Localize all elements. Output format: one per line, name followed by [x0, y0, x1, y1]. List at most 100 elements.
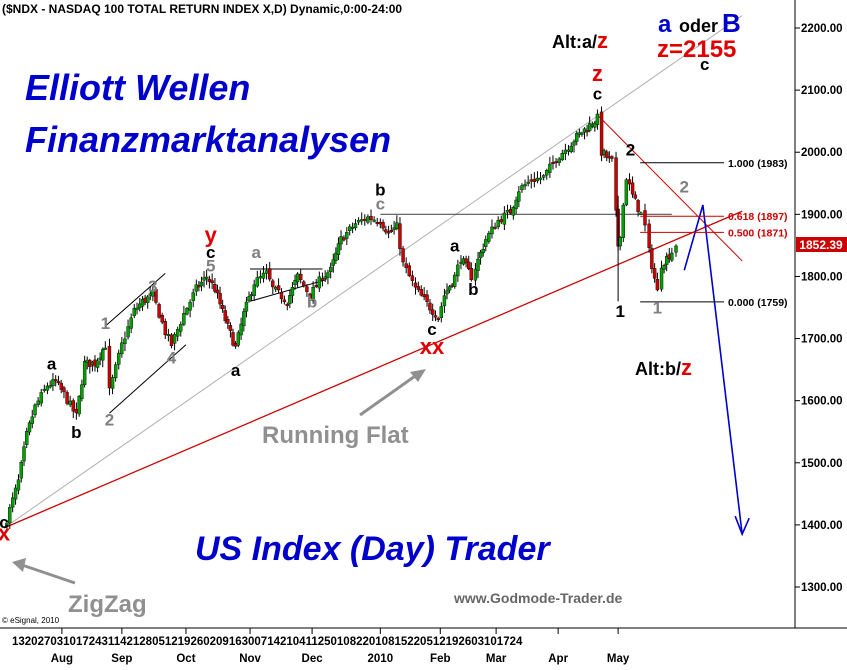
month-label: Apr [548, 653, 568, 665]
forecast-arrowhead [734, 515, 750, 537]
footer-title: US Index (Day) Trader [195, 530, 551, 568]
candle-body [213, 284, 217, 292]
candle-body [166, 334, 171, 336]
candle-body [478, 251, 483, 259]
last-price-tag-bg [796, 237, 847, 252]
candle-body [336, 243, 341, 255]
candle-body [25, 431, 29, 445]
headline-line1: Elliott Wellen [25, 67, 250, 108]
candle-body [493, 226, 497, 229]
candle-body [599, 111, 604, 156]
wave-label: 4 [167, 348, 177, 367]
candle-body [398, 223, 402, 250]
candle-body [436, 318, 440, 321]
candle-body [360, 219, 364, 222]
candle-body [5, 522, 9, 527]
candle-body [302, 281, 306, 287]
copyright: © eSignal, 2010 [2, 616, 60, 625]
candle-body [490, 226, 494, 235]
alt-bottom-label: Alt:b/z [635, 355, 692, 380]
candle-body [487, 232, 491, 242]
candle-body [523, 184, 527, 187]
channel-upper [104, 272, 166, 327]
candle-body [342, 237, 346, 241]
candle-body [445, 290, 449, 295]
last-price-tag: 1852.39 [799, 238, 843, 252]
candle-body [334, 252, 338, 261]
candle-body [464, 258, 468, 264]
candle-body [554, 161, 558, 164]
candle-body [10, 497, 15, 508]
candle-body [624, 179, 629, 206]
candle-body [350, 226, 355, 229]
fibonacci-levels: 1.000 (1983) 0.618 (1897) 0.500 (1871) 0.00… [640, 158, 788, 309]
candle-body [605, 151, 609, 158]
candle-body [392, 227, 396, 230]
month-label: Dec [302, 653, 324, 665]
candle-body [502, 212, 507, 225]
candle-body [74, 408, 79, 414]
candle-body [413, 282, 418, 288]
month-label: Sep [111, 653, 132, 665]
candle-body [643, 210, 647, 226]
annotation-lines [3, 15, 743, 529]
candle-body [407, 265, 411, 276]
candle-body [328, 266, 333, 272]
candle-body [45, 385, 50, 391]
candle-body [664, 256, 669, 265]
candle-body [247, 296, 251, 302]
candle-body [384, 229, 388, 233]
candle-body [560, 153, 564, 161]
candle-body [526, 181, 530, 184]
candle-body [215, 289, 220, 294]
candle-body [231, 332, 235, 346]
candle-body [520, 185, 524, 191]
wave-label: xx [420, 334, 445, 359]
candle-body [19, 462, 23, 479]
candle-body [299, 273, 303, 281]
candle-body [389, 230, 394, 232]
candle-body [140, 298, 145, 307]
candle-body [320, 278, 325, 281]
zigzag-label: ZigZag [68, 591, 147, 618]
date-axis: Aug Sep Oct Nov Dec 2010 Feb Mar Apr May [51, 628, 630, 665]
wave-label: x [0, 520, 11, 545]
candle-body [95, 360, 100, 368]
candle-body [110, 377, 115, 389]
candle-body [345, 232, 349, 239]
month-label: Oct [176, 653, 195, 665]
candle-body [363, 218, 367, 221]
candle-body [326, 272, 330, 278]
candle-body [425, 294, 429, 302]
candle-body [255, 277, 259, 287]
candle-body [273, 287, 278, 290]
candle-body [508, 209, 513, 214]
wave-label: y [205, 222, 218, 247]
wave-label: b [307, 293, 317, 312]
candle-body [271, 280, 275, 288]
price-tick-label: 1900.00 [801, 209, 843, 221]
candle-body [276, 285, 281, 291]
candle-body [386, 231, 391, 234]
candle-body [311, 287, 315, 301]
candle-body [453, 274, 457, 287]
candle-body [618, 236, 622, 247]
website-label: www.Godmode-Trader.de [453, 590, 623, 606]
candle-body [8, 507, 12, 524]
candle-body [469, 268, 473, 280]
candle-body [13, 487, 18, 500]
month-label: Feb [430, 653, 450, 665]
candle-body [182, 313, 186, 325]
candle-body [614, 157, 618, 211]
candle-body [535, 177, 540, 182]
candle-body [517, 191, 521, 202]
price-tick-label: 1300.00 [801, 582, 843, 594]
candle-body [416, 286, 421, 290]
candle-body [82, 361, 87, 385]
candle-body [323, 276, 327, 279]
candle-body [120, 342, 124, 355]
candle-body [627, 179, 632, 185]
candle-body [261, 272, 266, 279]
